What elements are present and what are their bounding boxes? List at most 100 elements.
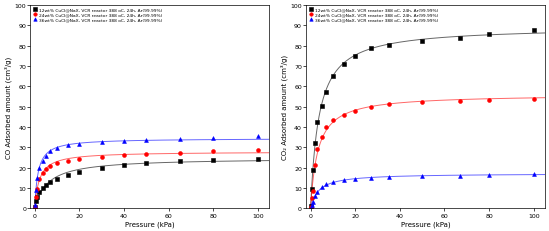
24wt% CuCl@NaX, VCR reactor 388 oC, 24h, Ar(99.99%) (310, 190, 316, 193)
24wt% CuCl@NaX, VCR reactor 388 oC, 24h, Ar(99.99%) (307, 206, 314, 209)
24wt% CuCl@NaX, VCR reactor 388 oC, 24h, Ar(99.99%) (31, 206, 38, 209)
36wt% CuCl@NaX, VCR reactor 388 oC, 24h, Ar(99.99%) (352, 178, 358, 181)
36wt% CuCl@NaX, VCR reactor 388 oC, 24h, Ar(99.99%) (176, 138, 183, 141)
12wt% CuCl@NaX, VCR reactor 388 oC, 24h, Ar(99.99%) (341, 64, 348, 66)
24wt% CuCl@NaX, VCR reactor 388 oC, 24h, Ar(99.99%) (352, 110, 358, 113)
12wt% CuCl@NaX, VCR reactor 388 oC, 24h, Ar(99.99%) (176, 160, 183, 162)
36wt% CuCl@NaX, VCR reactor 388 oC, 24h, Ar(99.99%) (329, 181, 336, 184)
24wt% CuCl@NaX, VCR reactor 388 oC, 24h, Ar(99.99%) (457, 100, 463, 103)
36wt% CuCl@NaX, VCR reactor 388 oC, 24h, Ar(99.99%) (312, 195, 318, 198)
12wt% CuCl@NaX, VCR reactor 388 oC, 24h, Ar(99.99%) (309, 188, 315, 191)
12wt% CuCl@NaX, VCR reactor 388 oC, 24h, Ar(99.99%) (307, 205, 314, 208)
12wt% CuCl@NaX, VCR reactor 388 oC, 24h, Ar(99.99%) (47, 181, 54, 184)
12wt% CuCl@NaX, VCR reactor 388 oC, 24h, Ar(99.99%) (65, 174, 71, 176)
36wt% CuCl@NaX, VCR reactor 388 oC, 24h, Ar(99.99%) (307, 207, 314, 210)
24wt% CuCl@NaX, VCR reactor 388 oC, 24h, Ar(99.99%) (367, 106, 374, 109)
24wt% CuCl@NaX, VCR reactor 388 oC, 24h, Ar(99.99%) (210, 150, 216, 153)
12wt% CuCl@NaX, VCR reactor 388 oC, 24h, Ar(99.99%) (36, 191, 42, 194)
Legend: 12wt% CuCl@NaX, VCR reactor 388 oC, 24h, Ar(99.99%), 24wt% CuCl@NaX, VCR reactor: 12wt% CuCl@NaX, VCR reactor 388 oC, 24h,… (32, 7, 163, 22)
24wt% CuCl@NaX, VCR reactor 388 oC, 24h, Ar(99.99%) (318, 136, 325, 139)
36wt% CuCl@NaX, VCR reactor 388 oC, 24h, Ar(99.99%) (310, 201, 316, 204)
12wt% CuCl@NaX, VCR reactor 388 oC, 24h, Ar(99.99%) (310, 169, 316, 171)
36wt% CuCl@NaX, VCR reactor 388 oC, 24h, Ar(99.99%) (255, 135, 261, 138)
24wt% CuCl@NaX, VCR reactor 388 oC, 24h, Ar(99.99%) (98, 155, 105, 158)
36wt% CuCl@NaX, VCR reactor 388 oC, 24h, Ar(99.99%) (457, 175, 463, 177)
36wt% CuCl@NaX, VCR reactor 388 oC, 24h, Ar(99.99%) (76, 143, 82, 146)
36wt% CuCl@NaX, VCR reactor 388 oC, 24h, Ar(99.99%) (33, 177, 40, 179)
24wt% CuCl@NaX, VCR reactor 388 oC, 24h, Ar(99.99%) (341, 114, 348, 117)
36wt% CuCl@NaX, VCR reactor 388 oC, 24h, Ar(99.99%) (385, 176, 392, 179)
36wt% CuCl@NaX, VCR reactor 388 oC, 24h, Ar(99.99%) (341, 179, 348, 182)
24wt% CuCl@NaX, VCR reactor 388 oC, 24h, Ar(99.99%) (419, 101, 425, 104)
36wt% CuCl@NaX, VCR reactor 388 oC, 24h, Ar(99.99%) (39, 160, 46, 162)
36wt% CuCl@NaX, VCR reactor 388 oC, 24h, Ar(99.99%) (419, 175, 425, 178)
36wt% CuCl@NaX, VCR reactor 388 oC, 24h, Ar(99.99%) (318, 186, 325, 189)
36wt% CuCl@NaX, VCR reactor 388 oC, 24h, Ar(99.99%) (65, 144, 71, 147)
36wt% CuCl@NaX, VCR reactor 388 oC, 24h, Ar(99.99%) (323, 183, 329, 185)
36wt% CuCl@NaX, VCR reactor 388 oC, 24h, Ar(99.99%) (31, 204, 38, 207)
Y-axis label: CO₂ Adsorbed amount (cm³/g): CO₂ Adsorbed amount (cm³/g) (280, 55, 288, 160)
36wt% CuCl@NaX, VCR reactor 388 oC, 24h, Ar(99.99%) (314, 191, 321, 194)
12wt% CuCl@NaX, VCR reactor 388 oC, 24h, Ar(99.99%) (323, 91, 329, 94)
12wt% CuCl@NaX, VCR reactor 388 oC, 24h, Ar(99.99%) (385, 44, 392, 47)
24wt% CuCl@NaX, VCR reactor 388 oC, 24h, Ar(99.99%) (176, 152, 183, 154)
12wt% CuCl@NaX, VCR reactor 388 oC, 24h, Ar(99.99%) (329, 76, 336, 78)
36wt% CuCl@NaX, VCR reactor 388 oC, 24h, Ar(99.99%) (486, 174, 492, 176)
12wt% CuCl@NaX, VCR reactor 388 oC, 24h, Ar(99.99%) (312, 142, 318, 145)
24wt% CuCl@NaX, VCR reactor 388 oC, 24h, Ar(99.99%) (32, 196, 39, 199)
24wt% CuCl@NaX, VCR reactor 388 oC, 24h, Ar(99.99%) (143, 152, 149, 155)
12wt% CuCl@NaX, VCR reactor 388 oC, 24h, Ar(99.99%) (143, 161, 149, 164)
12wt% CuCl@NaX, VCR reactor 388 oC, 24h, Ar(99.99%) (457, 37, 463, 40)
24wt% CuCl@NaX, VCR reactor 388 oC, 24h, Ar(99.99%) (329, 119, 336, 122)
Line: 36wt% CuCl@NaX, VCR reactor 388 oC, 24h, Ar(99.99%): 36wt% CuCl@NaX, VCR reactor 388 oC, 24h,… (33, 135, 260, 207)
24wt% CuCl@NaX, VCR reactor 388 oC, 24h, Ar(99.99%) (121, 153, 127, 156)
24wt% CuCl@NaX, VCR reactor 388 oC, 24h, Ar(99.99%) (33, 188, 40, 191)
12wt% CuCl@NaX, VCR reactor 388 oC, 24h, Ar(99.99%) (367, 47, 374, 50)
36wt% CuCl@NaX, VCR reactor 388 oC, 24h, Ar(99.99%) (36, 167, 42, 169)
12wt% CuCl@NaX, VCR reactor 388 oC, 24h, Ar(99.99%) (530, 29, 537, 32)
24wt% CuCl@NaX, VCR reactor 388 oC, 24h, Ar(99.99%) (309, 197, 315, 200)
12wt% CuCl@NaX, VCR reactor 388 oC, 24h, Ar(99.99%) (76, 171, 82, 173)
24wt% CuCl@NaX, VCR reactor 388 oC, 24h, Ar(99.99%) (47, 165, 54, 167)
12wt% CuCl@NaX, VCR reactor 388 oC, 24h, Ar(99.99%) (121, 164, 127, 166)
Y-axis label: CO Adsorbed amount (cm³/g): CO Adsorbed amount (cm³/g) (4, 56, 12, 158)
36wt% CuCl@NaX, VCR reactor 388 oC, 24h, Ar(99.99%) (309, 204, 315, 207)
36wt% CuCl@NaX, VCR reactor 388 oC, 24h, Ar(99.99%) (121, 140, 127, 143)
36wt% CuCl@NaX, VCR reactor 388 oC, 24h, Ar(99.99%) (367, 177, 374, 179)
12wt% CuCl@NaX, VCR reactor 388 oC, 24h, Ar(99.99%) (210, 158, 216, 161)
Legend: 12wt% CuCl@NaX, VCR reactor 388 oC, 24h, Ar(99.99%), 24wt% CuCl@NaX, VCR reactor: 12wt% CuCl@NaX, VCR reactor 388 oC, 24h,… (307, 7, 438, 22)
12wt% CuCl@NaX, VCR reactor 388 oC, 24h, Ar(99.99%) (39, 187, 46, 190)
X-axis label: Pressure (kPa): Pressure (kPa) (401, 220, 450, 227)
24wt% CuCl@NaX, VCR reactor 388 oC, 24h, Ar(99.99%) (39, 172, 46, 174)
24wt% CuCl@NaX, VCR reactor 388 oC, 24h, Ar(99.99%) (255, 149, 261, 152)
Line: 12wt% CuCl@NaX, VCR reactor 388 oC, 24h, Ar(99.99%): 12wt% CuCl@NaX, VCR reactor 388 oC, 24h,… (33, 157, 260, 210)
36wt% CuCl@NaX, VCR reactor 388 oC, 24h, Ar(99.99%) (43, 155, 49, 157)
24wt% CuCl@NaX, VCR reactor 388 oC, 24h, Ar(99.99%) (312, 164, 318, 166)
24wt% CuCl@NaX, VCR reactor 388 oC, 24h, Ar(99.99%) (486, 99, 492, 102)
Line: 24wt% CuCl@NaX, VCR reactor 388 oC, 24h, Ar(99.99%): 24wt% CuCl@NaX, VCR reactor 388 oC, 24h,… (309, 97, 536, 210)
36wt% CuCl@NaX, VCR reactor 388 oC, 24h, Ar(99.99%) (530, 173, 537, 176)
24wt% CuCl@NaX, VCR reactor 388 oC, 24h, Ar(99.99%) (54, 161, 60, 164)
12wt% CuCl@NaX, VCR reactor 388 oC, 24h, Ar(99.99%) (486, 33, 492, 36)
24wt% CuCl@NaX, VCR reactor 388 oC, 24h, Ar(99.99%) (530, 98, 537, 101)
Line: 12wt% CuCl@NaX, VCR reactor 388 oC, 24h, Ar(99.99%): 12wt% CuCl@NaX, VCR reactor 388 oC, 24h,… (309, 28, 536, 208)
Line: 36wt% CuCl@NaX, VCR reactor 388 oC, 24h, Ar(99.99%): 36wt% CuCl@NaX, VCR reactor 388 oC, 24h,… (309, 172, 536, 210)
X-axis label: Pressure (kPa): Pressure (kPa) (125, 220, 175, 227)
24wt% CuCl@NaX, VCR reactor 388 oC, 24h, Ar(99.99%) (323, 126, 329, 129)
24wt% CuCl@NaX, VCR reactor 388 oC, 24h, Ar(99.99%) (65, 160, 71, 162)
24wt% CuCl@NaX, VCR reactor 388 oC, 24h, Ar(99.99%) (314, 149, 321, 151)
12wt% CuCl@NaX, VCR reactor 388 oC, 24h, Ar(99.99%) (318, 105, 325, 108)
12wt% CuCl@NaX, VCR reactor 388 oC, 24h, Ar(99.99%) (33, 196, 40, 199)
Line: 24wt% CuCl@NaX, VCR reactor 388 oC, 24h, Ar(99.99%): 24wt% CuCl@NaX, VCR reactor 388 oC, 24h,… (33, 149, 260, 210)
36wt% CuCl@NaX, VCR reactor 388 oC, 24h, Ar(99.99%) (47, 150, 54, 153)
24wt% CuCl@NaX, VCR reactor 388 oC, 24h, Ar(99.99%) (76, 158, 82, 160)
36wt% CuCl@NaX, VCR reactor 388 oC, 24h, Ar(99.99%) (54, 147, 60, 150)
12wt% CuCl@NaX, VCR reactor 388 oC, 24h, Ar(99.99%) (314, 121, 321, 124)
36wt% CuCl@NaX, VCR reactor 388 oC, 24h, Ar(99.99%) (210, 137, 216, 140)
12wt% CuCl@NaX, VCR reactor 388 oC, 24h, Ar(99.99%) (31, 206, 38, 209)
12wt% CuCl@NaX, VCR reactor 388 oC, 24h, Ar(99.99%) (419, 40, 425, 43)
24wt% CuCl@NaX, VCR reactor 388 oC, 24h, Ar(99.99%) (43, 168, 49, 170)
24wt% CuCl@NaX, VCR reactor 388 oC, 24h, Ar(99.99%) (385, 103, 392, 106)
12wt% CuCl@NaX, VCR reactor 388 oC, 24h, Ar(99.99%) (98, 167, 105, 169)
36wt% CuCl@NaX, VCR reactor 388 oC, 24h, Ar(99.99%) (143, 139, 149, 142)
